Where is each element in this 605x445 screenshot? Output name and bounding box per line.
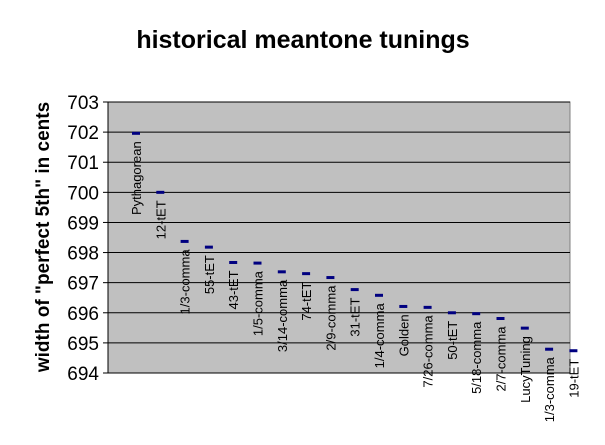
category-label: 43-tET — [226, 270, 241, 309]
data-point — [520, 326, 529, 330]
y-tick-label: 703 — [67, 93, 99, 114]
chart-title: historical meantone tunings — [136, 26, 469, 54]
category-label: Golden — [396, 314, 411, 356]
y-axis-label: width of "perfect 5th" in cents — [33, 102, 54, 373]
data-point — [472, 312, 481, 316]
category-label: LucyTuning — [518, 336, 533, 403]
data-point — [496, 316, 505, 320]
data-points — [132, 131, 578, 353]
plot-area — [107, 101, 571, 374]
y-tick-label: 697 — [67, 274, 99, 295]
y-tick-label: 699 — [67, 213, 99, 234]
data-point — [447, 311, 456, 315]
category-label: 7/26-comma — [421, 315, 436, 388]
y-tick-label: 701 — [67, 153, 99, 174]
data-point — [180, 239, 189, 243]
y-tick-label: 700 — [67, 183, 99, 204]
category-label: 12-tET — [153, 200, 168, 239]
y-axis-ticks: 694 695 696 697 698 699 700 701 702 703 — [67, 93, 109, 385]
y-tick-label: 702 — [67, 123, 99, 144]
data-point — [350, 288, 359, 292]
category-label: 1/3-comma — [542, 356, 557, 422]
data-point — [569, 349, 578, 353]
category-label: 2/7-comma — [494, 326, 509, 392]
data-point — [423, 305, 432, 309]
data-point — [132, 131, 140, 135]
grid-lines — [108, 101, 570, 374]
y-tick-label: 695 — [67, 334, 99, 355]
category-label: 1/5-comma — [251, 270, 266, 336]
data-point — [545, 347, 554, 351]
category-label: 31-tET — [348, 298, 363, 337]
category-label: 55-tET — [202, 255, 217, 294]
data-point — [156, 190, 165, 194]
category-label: 5/18-comma — [469, 321, 484, 394]
data-point — [302, 272, 311, 276]
data-point — [375, 293, 383, 297]
category-label: 1/4-comma — [372, 303, 387, 369]
data-point — [253, 261, 262, 265]
data-point — [277, 270, 286, 274]
y-tick-label: 694 — [67, 364, 99, 385]
data-point — [399, 304, 408, 308]
data-point — [229, 260, 238, 264]
y-tick-label: 698 — [67, 244, 99, 265]
category-label: 3/14-comma — [275, 279, 290, 352]
category-label: 74-tET — [299, 282, 314, 321]
category-labels: Pythagorean 12-tET 1/3-comma 55-tET 43-tET 1/… — [129, 141, 581, 422]
category-label: Pythagorean — [129, 141, 144, 215]
category-label: 1/3-comma — [178, 249, 193, 315]
y-tick-label: 696 — [67, 304, 99, 325]
category-label: 19-tET — [566, 359, 581, 398]
category-label: 2/9-comma — [323, 285, 338, 351]
data-point — [204, 245, 213, 249]
data-point — [326, 276, 335, 280]
category-label: 50-tET — [445, 321, 460, 360]
